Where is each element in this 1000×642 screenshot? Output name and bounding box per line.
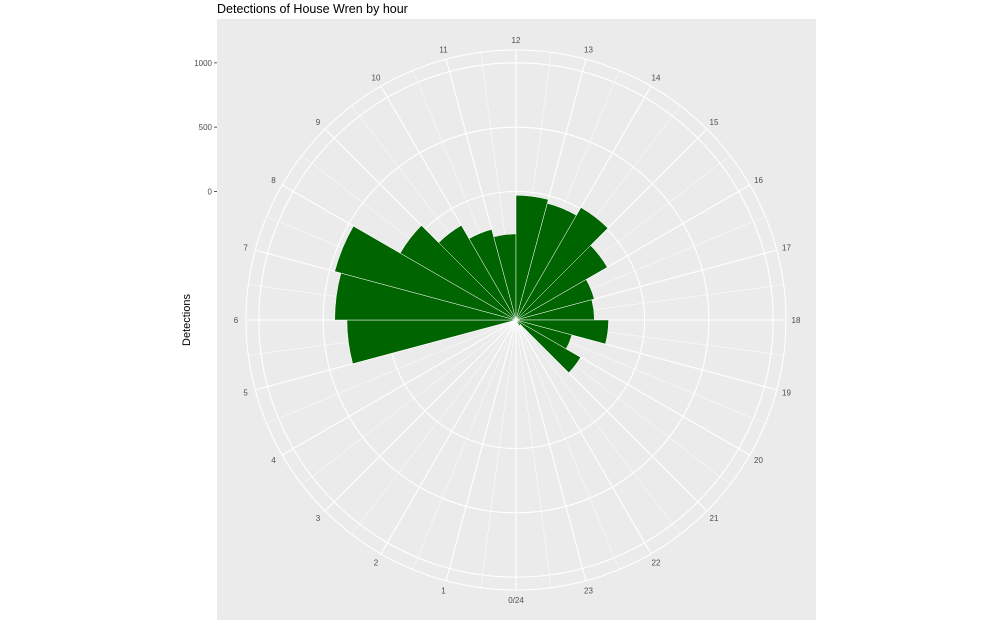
x-tick-label: 0/24 (508, 596, 524, 605)
grid-spoke-minor (480, 319, 517, 588)
bar-hour-15 (515, 245, 608, 321)
x-tick-label: 13 (584, 46, 593, 55)
grid-spoke (445, 319, 517, 581)
x-tick-label: 19 (782, 388, 791, 397)
bars (334, 195, 609, 374)
bar-hour-14 (515, 207, 609, 321)
x-tick-label: 15 (710, 118, 719, 127)
y-tick-label: 500 (199, 123, 213, 132)
x-tick-label: 18 (792, 316, 801, 325)
grid-spoke-minor (301, 319, 517, 485)
x-tick-label: 4 (271, 456, 276, 465)
grid-spoke (515, 319, 652, 555)
bar-hour-10 (468, 229, 517, 321)
grid-spoke-minor (515, 319, 681, 535)
x-tick-label: 9 (316, 118, 321, 127)
grid-lines (245, 49, 787, 591)
y-tick-label: 0 (208, 187, 213, 196)
x-tick-label: 22 (652, 558, 661, 567)
grid-spoke (515, 319, 587, 581)
bar-hour-7 (334, 225, 517, 321)
grid-spoke-minor (266, 319, 517, 424)
bar-hour-21 (515, 319, 521, 326)
bar-hour-12 (515, 195, 549, 321)
chart-title: Detections of House Wren by hour (217, 2, 408, 16)
grid-spoke (281, 319, 517, 456)
x-tick-label: 14 (652, 74, 661, 83)
x-tick-label: 16 (754, 176, 763, 185)
x-tick-label: 12 (512, 36, 521, 45)
x-tick-label: 5 (243, 388, 248, 397)
grid-spoke (380, 319, 517, 555)
x-tick-label: 10 (372, 74, 381, 83)
bar-hour-16 (515, 279, 595, 321)
x-tick-labels: 0/24123456789101112131415161718192021222… (234, 36, 801, 605)
x-tick-label: 3 (316, 514, 321, 523)
bar-hour-9 (438, 225, 517, 321)
y-tick-labels: 0 500 1000 (194, 59, 217, 196)
y-tick-label: 1000 (194, 59, 212, 68)
x-tick-label: 2 (374, 558, 379, 567)
grid-spoke-minor (351, 319, 517, 535)
x-tick-label: 1 (441, 586, 446, 595)
bar-hour-20 (515, 319, 581, 374)
x-tick-label: 20 (754, 456, 763, 465)
x-tick-label: 7 (243, 244, 248, 253)
grid-spoke-minor (515, 319, 552, 588)
x-tick-label: 23 (584, 586, 593, 595)
grid-spoke-minor (515, 319, 620, 570)
bar-hour-8 (399, 225, 517, 321)
x-tick-label: 17 (782, 244, 791, 253)
x-tick-label: 11 (439, 46, 448, 55)
x-tick-label: 8 (271, 176, 276, 185)
grid-spoke-minor (412, 319, 517, 570)
grid-spoke (324, 319, 517, 512)
x-tick-label: 21 (710, 514, 719, 523)
x-tick-label: 6 (234, 316, 239, 325)
